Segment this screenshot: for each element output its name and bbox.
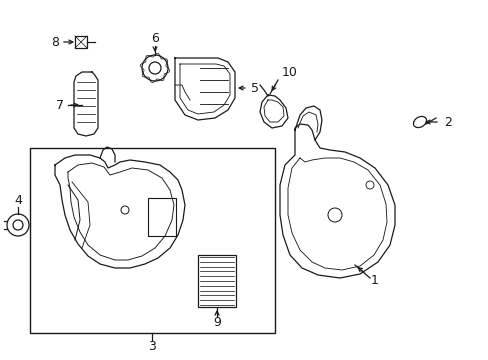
Text: 5: 5 (250, 81, 259, 95)
Text: 6: 6 (151, 32, 159, 45)
Text: 2: 2 (443, 116, 451, 129)
Text: 9: 9 (213, 315, 221, 328)
Text: 1: 1 (370, 274, 378, 287)
Bar (148, 198, 176, 236)
Bar (30, 148, 274, 333)
Bar (75, 36, 87, 48)
Text: 10: 10 (282, 66, 297, 78)
Text: 3: 3 (148, 339, 156, 352)
Text: 4: 4 (14, 194, 22, 207)
Bar (198, 255, 236, 307)
Text: 7: 7 (56, 99, 64, 112)
Text: 8: 8 (51, 36, 59, 49)
